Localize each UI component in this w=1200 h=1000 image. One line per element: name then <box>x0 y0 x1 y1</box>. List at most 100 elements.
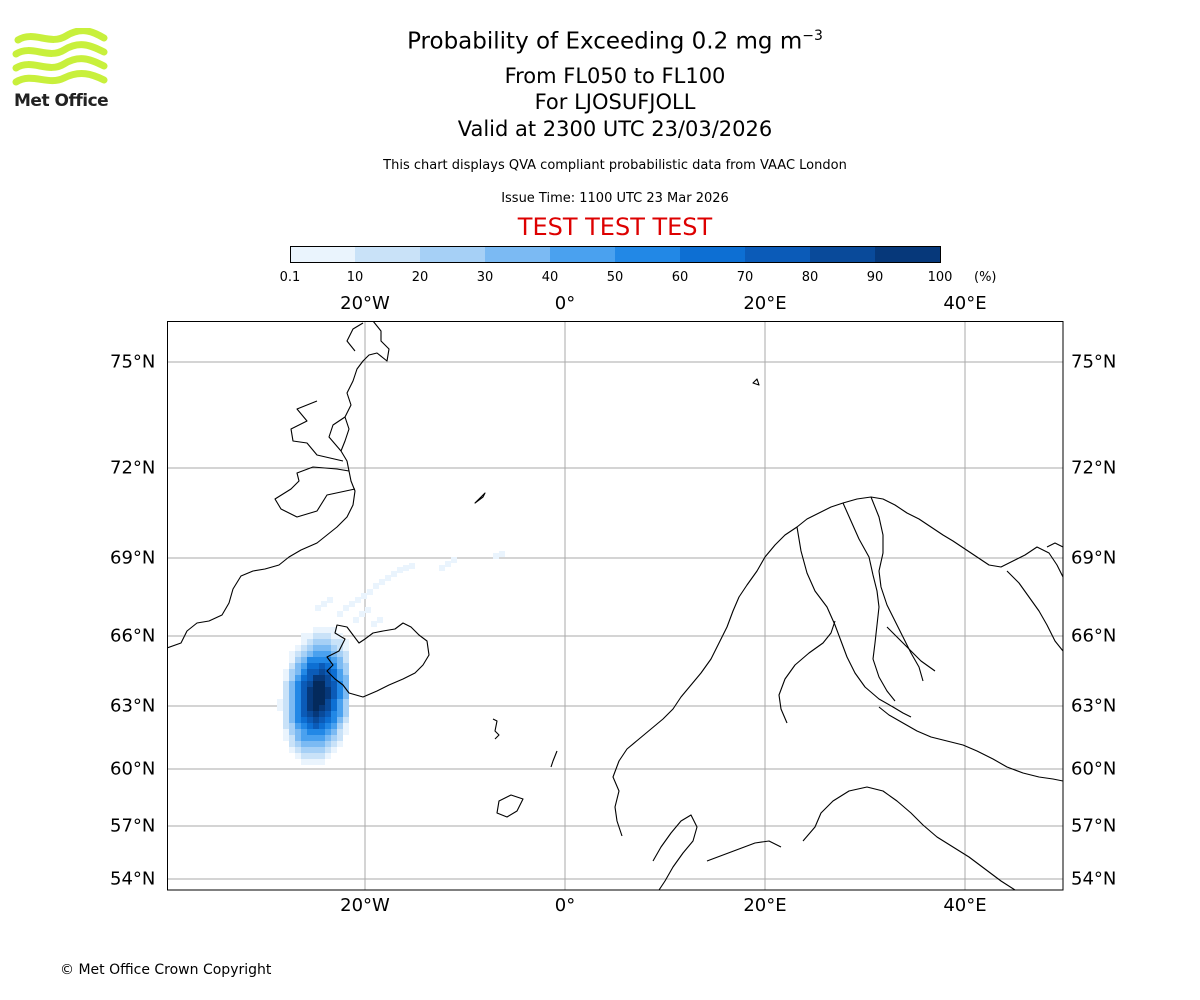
probability-cell <box>331 645 337 651</box>
lat-label-right-75n: 75°N <box>1071 351 1117 373</box>
probability-cell <box>283 729 289 735</box>
chart-description: This chart displays QVA compliant probab… <box>383 158 847 173</box>
probability-cell <box>319 645 325 651</box>
probability-cell <box>331 693 337 699</box>
chart-title: Probability of Exceeding 0.2 mg m−3 <box>0 28 1200 55</box>
probability-cell <box>337 735 343 741</box>
probability-cell <box>331 705 337 711</box>
probability-cell <box>313 627 319 633</box>
probability-cell <box>307 711 313 717</box>
probability-cell <box>319 669 325 675</box>
probability-cell <box>289 723 295 729</box>
probability-cell <box>307 747 313 753</box>
probability-cell <box>331 633 337 639</box>
probability-cell <box>283 693 289 699</box>
coastlines <box>167 321 1063 890</box>
probability-cell <box>307 693 313 699</box>
colorbar-tick-label: 40 <box>541 270 559 285</box>
probability-cell <box>283 711 289 717</box>
ash-probability-field <box>277 551 505 765</box>
denmark-coast <box>652 814 698 890</box>
probability-cell <box>343 657 349 663</box>
probability-cell <box>289 699 295 705</box>
probability-cell <box>343 639 349 645</box>
probability-cell <box>307 639 313 645</box>
probability-cell <box>331 669 337 675</box>
probability-cell <box>325 657 331 663</box>
lat-label-right-69n: 69°N <box>1071 547 1117 569</box>
probability-cell <box>327 597 333 603</box>
probability-cell <box>337 693 343 699</box>
lat-label-right-63n: 63°N <box>1071 695 1117 717</box>
lat-label-right-66n: 66°N <box>1071 625 1117 647</box>
probability-cell <box>343 651 349 657</box>
probability-cell <box>307 663 313 669</box>
probability-cell <box>301 723 307 729</box>
test-banner: TEST TEST TEST <box>517 213 713 241</box>
baltic-coast <box>796 526 912 718</box>
probability-cell <box>325 747 331 753</box>
probability-cell <box>313 681 319 687</box>
probability-cell <box>325 651 331 657</box>
jan-mayen <box>474 492 486 504</box>
probability-cell <box>301 687 307 693</box>
probability-cell <box>319 627 325 633</box>
probability-cell <box>289 663 295 669</box>
probability-cell <box>301 645 307 651</box>
probability-cell <box>355 597 361 603</box>
probability-cell <box>379 579 385 585</box>
copyright: © Met Office Crown Copyright <box>60 962 272 978</box>
lat-label-left-54n: 54°N <box>110 868 156 890</box>
probability-cell <box>301 639 307 645</box>
probability-cell <box>319 711 325 717</box>
probability-cell <box>307 651 313 657</box>
probability-cell <box>301 729 307 735</box>
probability-cell <box>301 711 307 717</box>
lat-label-left-63n: 63°N <box>110 695 156 717</box>
probability-cell <box>331 663 337 669</box>
probability-cell <box>409 563 415 569</box>
probability-cell <box>319 729 325 735</box>
probability-cell <box>319 747 325 753</box>
probability-cell <box>295 651 301 657</box>
probability-cell <box>325 693 331 699</box>
probability-cell <box>295 741 301 747</box>
probability-cell <box>301 699 307 705</box>
probability-cell <box>337 657 343 663</box>
probability-cell <box>313 729 319 735</box>
probability-cell <box>295 675 301 681</box>
probability-cell <box>307 633 313 639</box>
probability-cell <box>331 699 337 705</box>
probability-cell <box>319 759 325 765</box>
probability-cell <box>301 675 307 681</box>
probability-cell <box>397 567 403 573</box>
probability-cell <box>283 699 289 705</box>
probability-cell <box>295 681 301 687</box>
probability-cell <box>289 657 295 663</box>
colorbar-tick-label: 10 <box>346 270 364 285</box>
probability-cell <box>301 759 307 765</box>
lon-label-top-20w: 20°W <box>340 293 390 314</box>
lon-label-bottom-0: 0° <box>554 895 576 916</box>
probability-cell <box>313 747 319 753</box>
probability-cell <box>301 741 307 747</box>
probability-cell <box>295 693 301 699</box>
probability-cell <box>445 561 451 567</box>
probability-cell <box>295 699 301 705</box>
colorbar-bin <box>355 246 421 263</box>
probability-cell <box>289 687 295 693</box>
probability-cell <box>337 611 343 617</box>
probability-cell <box>319 705 325 711</box>
probability-cell <box>331 639 337 645</box>
probability-cell <box>325 681 331 687</box>
probability-cell <box>313 639 319 645</box>
probability-cell <box>391 571 397 577</box>
probability-cell <box>337 729 343 735</box>
probability-cell <box>313 675 319 681</box>
probability-cell <box>337 651 343 657</box>
probability-cell <box>295 645 301 651</box>
probability-cell <box>319 741 325 747</box>
probability-cell <box>325 675 331 681</box>
probability-cell <box>283 705 289 711</box>
colorbar-bin <box>615 246 681 263</box>
